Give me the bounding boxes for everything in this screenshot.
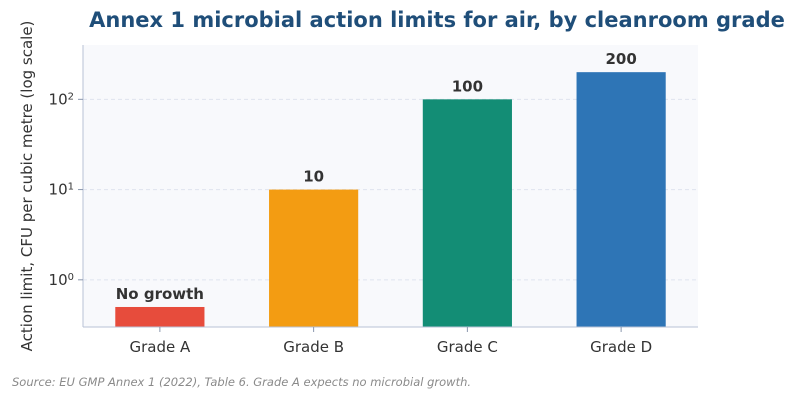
x-tick-label-0: Grade A	[129, 338, 191, 356]
bars	[115, 72, 666, 327]
y-tick-label-1: 101	[49, 181, 74, 199]
bar-grade-c	[422, 99, 512, 327]
chart-title: Annex 1 microbial action limits for air,…	[89, 8, 785, 32]
x-tick-label-2: Grade C	[437, 338, 498, 356]
data-label-3: 200	[605, 50, 636, 68]
y-tick-label-2: 102	[49, 90, 74, 108]
y-ticks: 100 101 102	[49, 90, 83, 289]
y-axis-label: Action limit, CFU per cubic metre (log s…	[18, 21, 36, 352]
data-label-2: 100	[452, 77, 483, 95]
x-ticks: Grade A Grade B Grade C Grade D	[129, 327, 652, 356]
x-tick-label-1: Grade B	[283, 338, 344, 356]
data-label-1: 10	[303, 168, 324, 186]
bar-grade-b	[269, 189, 359, 327]
bar-grade-a	[115, 306, 205, 327]
data-labels: No growth 10 100 200	[116, 50, 637, 303]
data-label-0: No growth	[116, 285, 204, 303]
y-tick-label-0: 100	[49, 271, 74, 289]
source-note: Source: EU GMP Annex 1 (2022), Table 6. …	[12, 375, 471, 389]
bar-grade-d	[576, 72, 666, 327]
x-tick-label-3: Grade D	[590, 338, 652, 356]
